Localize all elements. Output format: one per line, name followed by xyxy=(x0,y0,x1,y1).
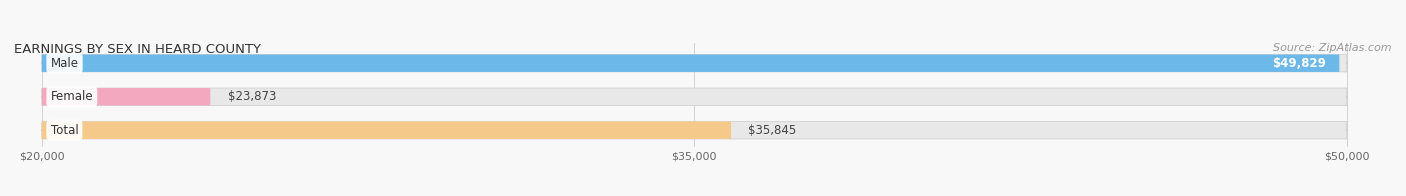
Text: Male: Male xyxy=(51,57,79,70)
Text: $49,829: $49,829 xyxy=(1272,57,1326,70)
FancyBboxPatch shape xyxy=(42,54,1340,72)
Text: Total: Total xyxy=(51,124,79,137)
FancyBboxPatch shape xyxy=(42,122,1347,139)
FancyBboxPatch shape xyxy=(42,88,1347,105)
FancyBboxPatch shape xyxy=(42,122,731,139)
FancyBboxPatch shape xyxy=(42,54,1347,72)
Text: Female: Female xyxy=(51,90,93,103)
Text: $35,845: $35,845 xyxy=(748,124,797,137)
FancyBboxPatch shape xyxy=(42,88,211,105)
Text: Source: ZipAtlas.com: Source: ZipAtlas.com xyxy=(1274,43,1392,53)
Text: $23,873: $23,873 xyxy=(228,90,276,103)
Text: EARNINGS BY SEX IN HEARD COUNTY: EARNINGS BY SEX IN HEARD COUNTY xyxy=(14,43,262,56)
